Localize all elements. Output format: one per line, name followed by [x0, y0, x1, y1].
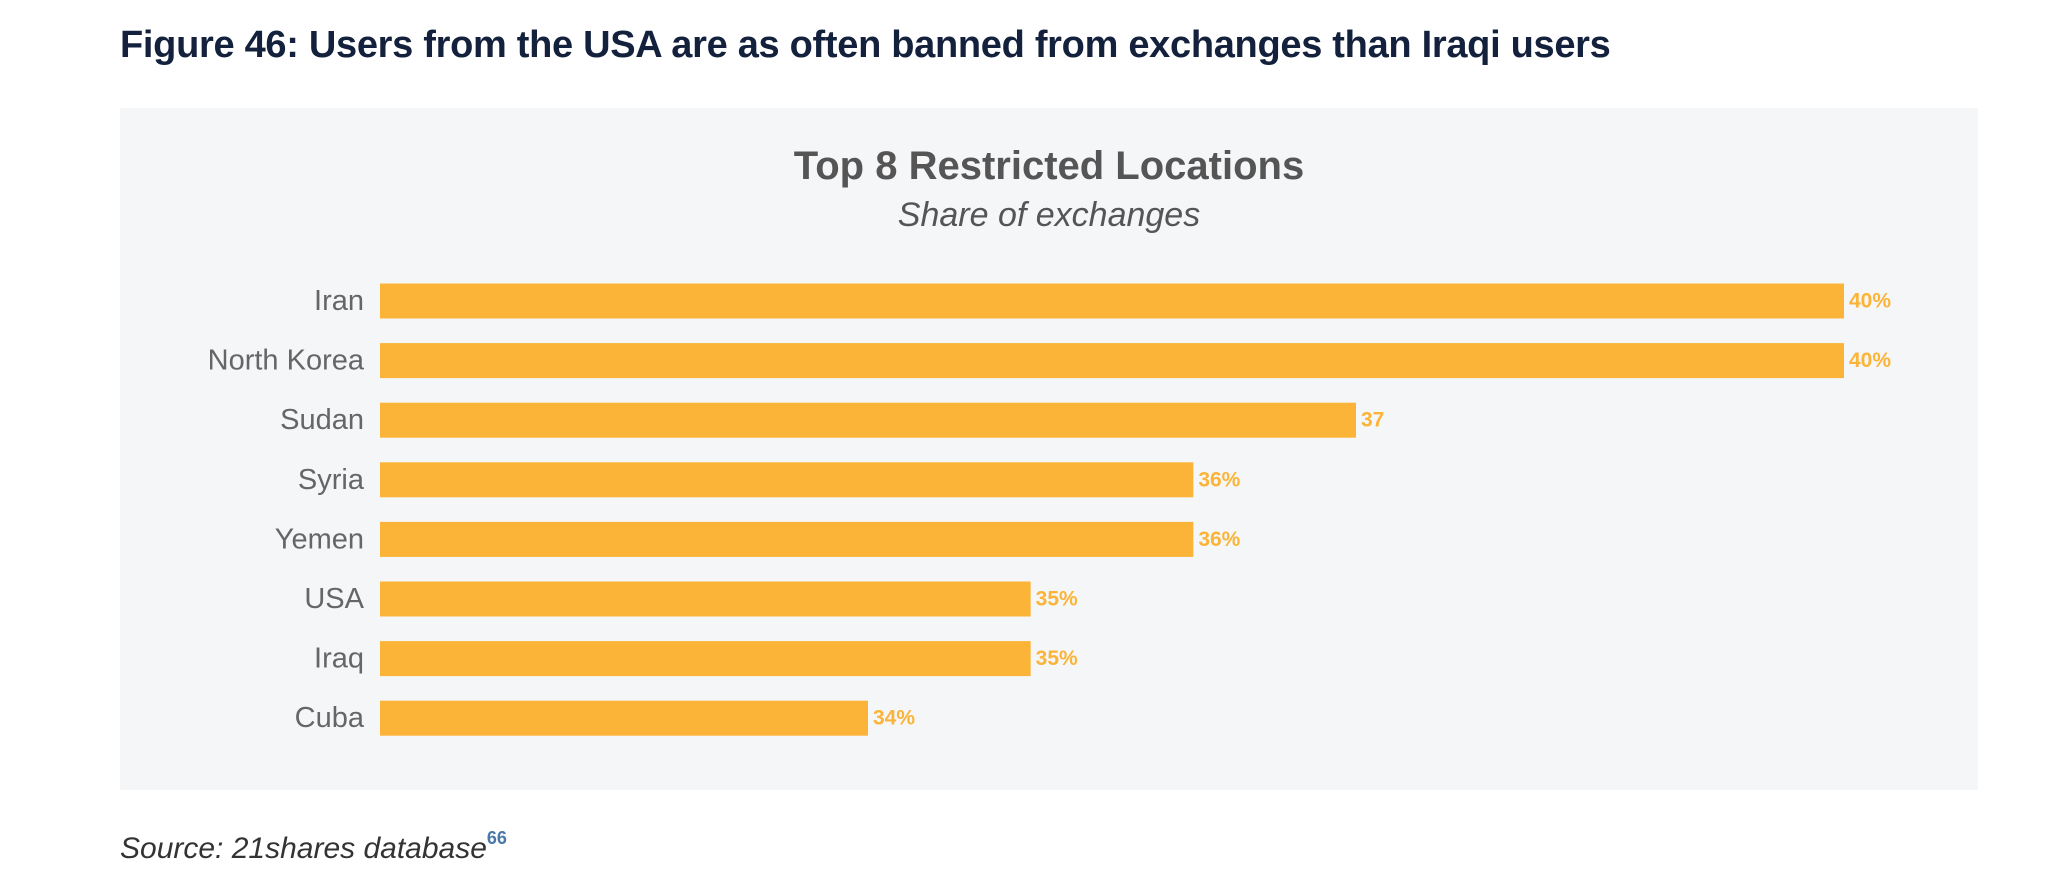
category-label-north-korea: North Korea — [208, 345, 365, 377]
bar-iran — [380, 283, 1844, 319]
category-label-syria: Syria — [298, 464, 365, 496]
source-footnote[interactable]: 66 — [486, 828, 507, 848]
chart-panel: Top 8 Restricted Locations Share of exch… — [120, 108, 1978, 790]
category-label-iraq: Iraq — [314, 643, 364, 675]
category-label-sudan: Sudan — [280, 404, 364, 436]
source-note: Source: 21shares database66 — [120, 829, 507, 866]
bar-syria — [380, 462, 1194, 498]
data-label-iran: 40% — [1849, 290, 1891, 313]
category-label-cuba: Cuba — [295, 702, 365, 734]
bar-north-korea — [380, 343, 1844, 379]
source-text: Source: 21shares database — [120, 832, 487, 865]
bar-iraq — [380, 641, 1031, 677]
bar-usa — [380, 581, 1031, 617]
bar-yemen — [380, 521, 1194, 557]
bar-sudan — [380, 402, 1356, 438]
data-label-yemen: 36% — [1198, 528, 1240, 551]
data-label-iraq: 35% — [1036, 647, 1078, 670]
category-label-usa: USA — [304, 583, 364, 615]
category-label-iran: Iran — [314, 285, 364, 317]
figure-title: Figure 46: Users from the USA are as oft… — [120, 24, 1611, 66]
bar-cuba — [380, 700, 868, 736]
bar-chart: Iran 40% North Korea 40% Sudan 37 Syria 36% Yeme… — [208, 283, 1891, 736]
data-label-cuba: 34% — [873, 707, 915, 730]
data-label-sudan: 37 — [1361, 409, 1384, 432]
data-label-syria: 36% — [1198, 468, 1240, 491]
category-label-yemen: Yemen — [275, 523, 364, 555]
chart-title: Top 8 Restricted Locations — [793, 144, 1305, 188]
data-label-north-korea: 40% — [1849, 349, 1891, 372]
chart-subtitle: Share of exchanges — [897, 196, 1201, 234]
data-label-usa: 35% — [1036, 588, 1078, 611]
